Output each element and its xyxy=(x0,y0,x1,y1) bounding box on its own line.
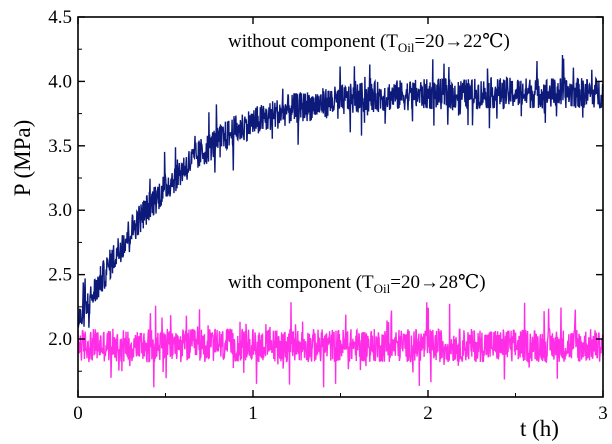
y-tick-label: 2.5 xyxy=(48,265,72,286)
x-tick-label: 0 xyxy=(73,403,83,424)
x-tick-label: 2 xyxy=(423,403,433,424)
y-axis-title: P (MPa) xyxy=(10,120,35,196)
annotation-with-component: with component (TOil=20→28℃) xyxy=(228,272,486,296)
annotation-with-rest: =20→28℃) xyxy=(390,272,485,293)
y-tick-label: 2.0 xyxy=(48,329,72,350)
y-tick-label: 4.5 xyxy=(48,7,72,28)
annotation-without-text: without component (T xyxy=(228,31,398,52)
y-tick-label: 4.0 xyxy=(48,71,72,92)
x-tick-label: 3 xyxy=(598,403,608,424)
y-tick-label: 3.5 xyxy=(48,136,72,157)
x-axis-title: t (h) xyxy=(520,416,559,441)
series-line-without-component xyxy=(77,54,604,328)
annotation-with-sub: Oil xyxy=(374,281,391,296)
y-tick-label: 3.0 xyxy=(48,200,72,221)
plot-area xyxy=(77,54,604,388)
annotation-without-sub: Oil xyxy=(398,40,415,55)
annotation-without-component: without component (TOil=20→22℃) xyxy=(228,31,510,55)
series-line-with-component xyxy=(77,302,604,388)
axes: 2.0 2.5 3.0 3.5 4.0 4.5 0 1 2 3 xyxy=(48,7,608,424)
annotation-with-text: with component (T xyxy=(228,272,374,293)
x-tick-label: 1 xyxy=(248,403,258,424)
annotation-without-rest: =20→22℃) xyxy=(415,31,510,52)
